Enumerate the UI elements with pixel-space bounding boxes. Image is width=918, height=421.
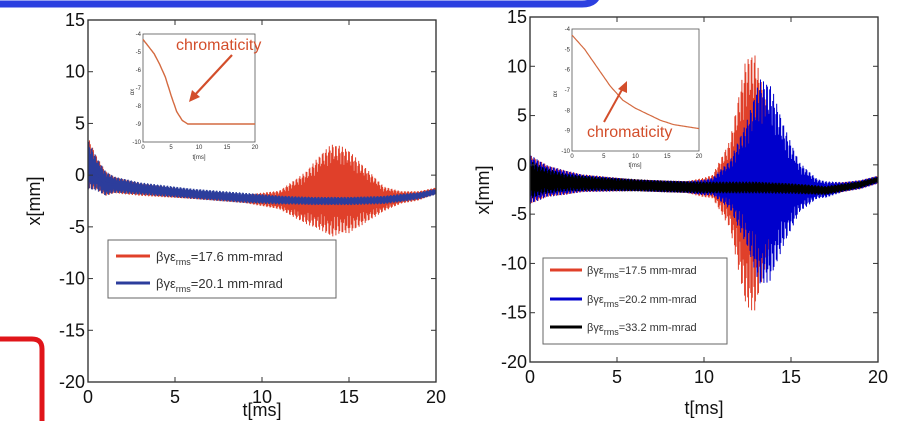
c0-ytick-label: 15 bbox=[65, 10, 85, 30]
c0-inset-ytick-label: -10 bbox=[132, 140, 141, 146]
c0-inset-ytick-label: -9 bbox=[136, 122, 142, 128]
c1-xtick-label: 20 bbox=[868, 367, 888, 387]
right-chart-y-axis-label: x[mm] bbox=[473, 166, 493, 215]
c1-inset-xtick-label: 10 bbox=[632, 154, 639, 160]
c1-inset-ytick-label: -6 bbox=[565, 68, 571, 74]
c1-ytick-label: -20 bbox=[501, 352, 527, 372]
c0-ytick-label: -15 bbox=[59, 320, 85, 340]
c1-inset-xtick-label: 5 bbox=[602, 154, 606, 160]
right-chart-x-axis-label: t[ms] bbox=[685, 398, 724, 418]
left-chart-x-ticks: 0 5 10 15 20 bbox=[83, 20, 446, 407]
right-inset-y-label: αx bbox=[553, 91, 559, 97]
left-chart-legend: βγεrms=17.6 mm-mrad βγεrms=20.1 mm-mrad bbox=[107, 239, 337, 299]
c0-series-centerline-1 bbox=[88, 163, 436, 203]
red-corner-bracket bbox=[0, 336, 45, 421]
c0-ytick-label: -20 bbox=[59, 372, 85, 392]
c0-inset-ytick-label: -6 bbox=[136, 68, 142, 74]
right-inset-curve bbox=[571, 34, 700, 130]
c0-ytick-label: 10 bbox=[65, 62, 85, 82]
c0-ytick-label: 0 bbox=[75, 165, 85, 185]
left-inset-x-ticks: 0 5 10 15 20 bbox=[141, 145, 259, 151]
c0-inset-xtick-label: 0 bbox=[141, 145, 145, 151]
right-chart: 0 5 10 15 20 -20 -15 -10 -5 0 5 10 15 t[ms] x[mm] β… bbox=[473, 7, 888, 418]
c1-xtick-label: 5 bbox=[612, 367, 622, 387]
c1-inset-ytick-label: -5 bbox=[565, 47, 571, 53]
c1-ytick-label: -10 bbox=[501, 253, 527, 273]
right-chromaticity-arrowhead bbox=[618, 81, 627, 93]
right-chart-y-ticks: -20 -15 -10 -5 0 5 10 15 bbox=[501, 7, 878, 372]
left-inset-curve bbox=[142, 38, 255, 125]
c0-xtick-label: 0 bbox=[83, 387, 93, 407]
c1-inset-ytick-label: -8 bbox=[565, 108, 571, 114]
left-chart-x-axis-label: t[ms] bbox=[243, 400, 282, 420]
right-legend-entry-2: βγεrms=33.2 mm-mrad bbox=[587, 322, 697, 337]
right-inset-x-label: t[ms] bbox=[629, 163, 642, 169]
right-chart-legend-box bbox=[542, 257, 728, 345]
c0-inset-ytick-label: -8 bbox=[136, 104, 142, 110]
c0-xtick-label: 5 bbox=[170, 387, 180, 407]
c0-ytick-label: 5 bbox=[75, 113, 85, 133]
c0-ytick-label: -10 bbox=[59, 269, 85, 289]
left-chart: 0 5 10 15 20 -20 -15 -10 -5 0 5 10 15 t[ms] x[mm] β… bbox=[24, 10, 446, 420]
right-chart-inset: 0 5 10 15 20 -4 -5 -6 -7 -8 -9 -10 αx t[ms] chroma… bbox=[553, 27, 703, 169]
c0-inset-xtick-label: 10 bbox=[196, 145, 203, 151]
right-inset-plot-area bbox=[571, 28, 700, 152]
right-chromaticity-arrow bbox=[603, 85, 625, 123]
c0-xtick-label: 20 bbox=[426, 387, 446, 407]
c1-inset-xtick-label: 15 bbox=[664, 154, 671, 160]
c1-inset-ytick-label: -4 bbox=[565, 27, 571, 33]
c1-xtick-label: 15 bbox=[781, 367, 801, 387]
right-legend-entry-0: βγεrms=17.5 mm-mrad bbox=[587, 265, 697, 280]
c0-series-1 bbox=[88, 141, 436, 206]
right-chromaticity-annotation: chromaticity bbox=[587, 124, 672, 141]
right-inset-y-ticks: -4 -5 -6 -7 -8 -9 -10 bbox=[561, 27, 570, 155]
blue-frame-edge bbox=[0, 0, 599, 8]
c0-inset-xtick-label: 15 bbox=[224, 145, 231, 151]
c1-inset-ytick-label: -7 bbox=[565, 88, 571, 94]
c1-ytick-label: 15 bbox=[507, 7, 527, 27]
c1-inset-ytick-label: -9 bbox=[565, 129, 571, 135]
c1-xtick-label: 0 bbox=[525, 367, 535, 387]
c0-inset-ytick-label: -7 bbox=[136, 86, 142, 92]
c1-ytick-label: 5 bbox=[517, 106, 527, 126]
right-chart-legend: βγεrms=17.5 mm-mrad βγεrms=20.2 mm-mrad … bbox=[542, 257, 728, 345]
c1-inset-ytick-label: -10 bbox=[561, 149, 570, 155]
c0-inset-ytick-label: -5 bbox=[136, 50, 142, 56]
left-inset-y-ticks: -4 -5 -6 -7 -8 -9 -10 bbox=[132, 32, 141, 146]
c0-inset-ytick-label: -4 bbox=[136, 32, 142, 38]
left-inset-x-label: t[ms] bbox=[193, 155, 206, 161]
left-chromaticity-annotation: chromaticity bbox=[176, 37, 261, 54]
left-legend-entry-0: βγεrms=17.6 mm-mrad bbox=[156, 249, 283, 267]
c1-series-centerline-2 bbox=[530, 178, 878, 192]
c1-ytick-label: 10 bbox=[507, 56, 527, 76]
c0-inset-xtick-label: 5 bbox=[169, 145, 173, 151]
c0-xtick-label: 10 bbox=[252, 387, 272, 407]
left-chromaticity-arrow bbox=[192, 54, 233, 98]
c0-inset-xtick-label: 20 bbox=[252, 145, 259, 151]
c1-inset-xtick-label: 0 bbox=[570, 154, 574, 160]
left-chart-legend-box bbox=[107, 239, 337, 299]
c0-ytick-label: -5 bbox=[69, 217, 85, 237]
c1-xtick-label: 10 bbox=[694, 367, 714, 387]
left-chart-y-ticks: -20 -15 -10 -5 0 5 10 15 bbox=[59, 10, 436, 392]
c1-ytick-label: -15 bbox=[501, 303, 527, 323]
c1-ytick-label: 0 bbox=[517, 155, 527, 175]
left-legend-entry-1: βγεrms=20.1 mm-mrad bbox=[156, 276, 283, 294]
left-chart-inset: 0 5 10 15 20 -4 -5 -6 -7 -8 -9 -10 αx t[ms] chroma… bbox=[130, 32, 261, 161]
right-legend-entry-1: βγεrms=20.2 mm-mrad bbox=[587, 294, 697, 309]
c0-xtick-label: 15 bbox=[339, 387, 359, 407]
right-chart-x-ticks: 0 5 10 15 20 bbox=[525, 17, 888, 387]
left-chromaticity-arrowhead bbox=[189, 90, 200, 102]
left-chart-y-axis-label: x[mm] bbox=[24, 177, 44, 226]
right-inset-x-ticks: 0 5 10 15 20 bbox=[570, 154, 703, 160]
c1-inset-xtick-label: 20 bbox=[696, 154, 703, 160]
c1-series-2 bbox=[530, 160, 878, 199]
left-inset-y-label: αx bbox=[130, 89, 136, 95]
c1-ytick-label: -5 bbox=[511, 204, 527, 224]
